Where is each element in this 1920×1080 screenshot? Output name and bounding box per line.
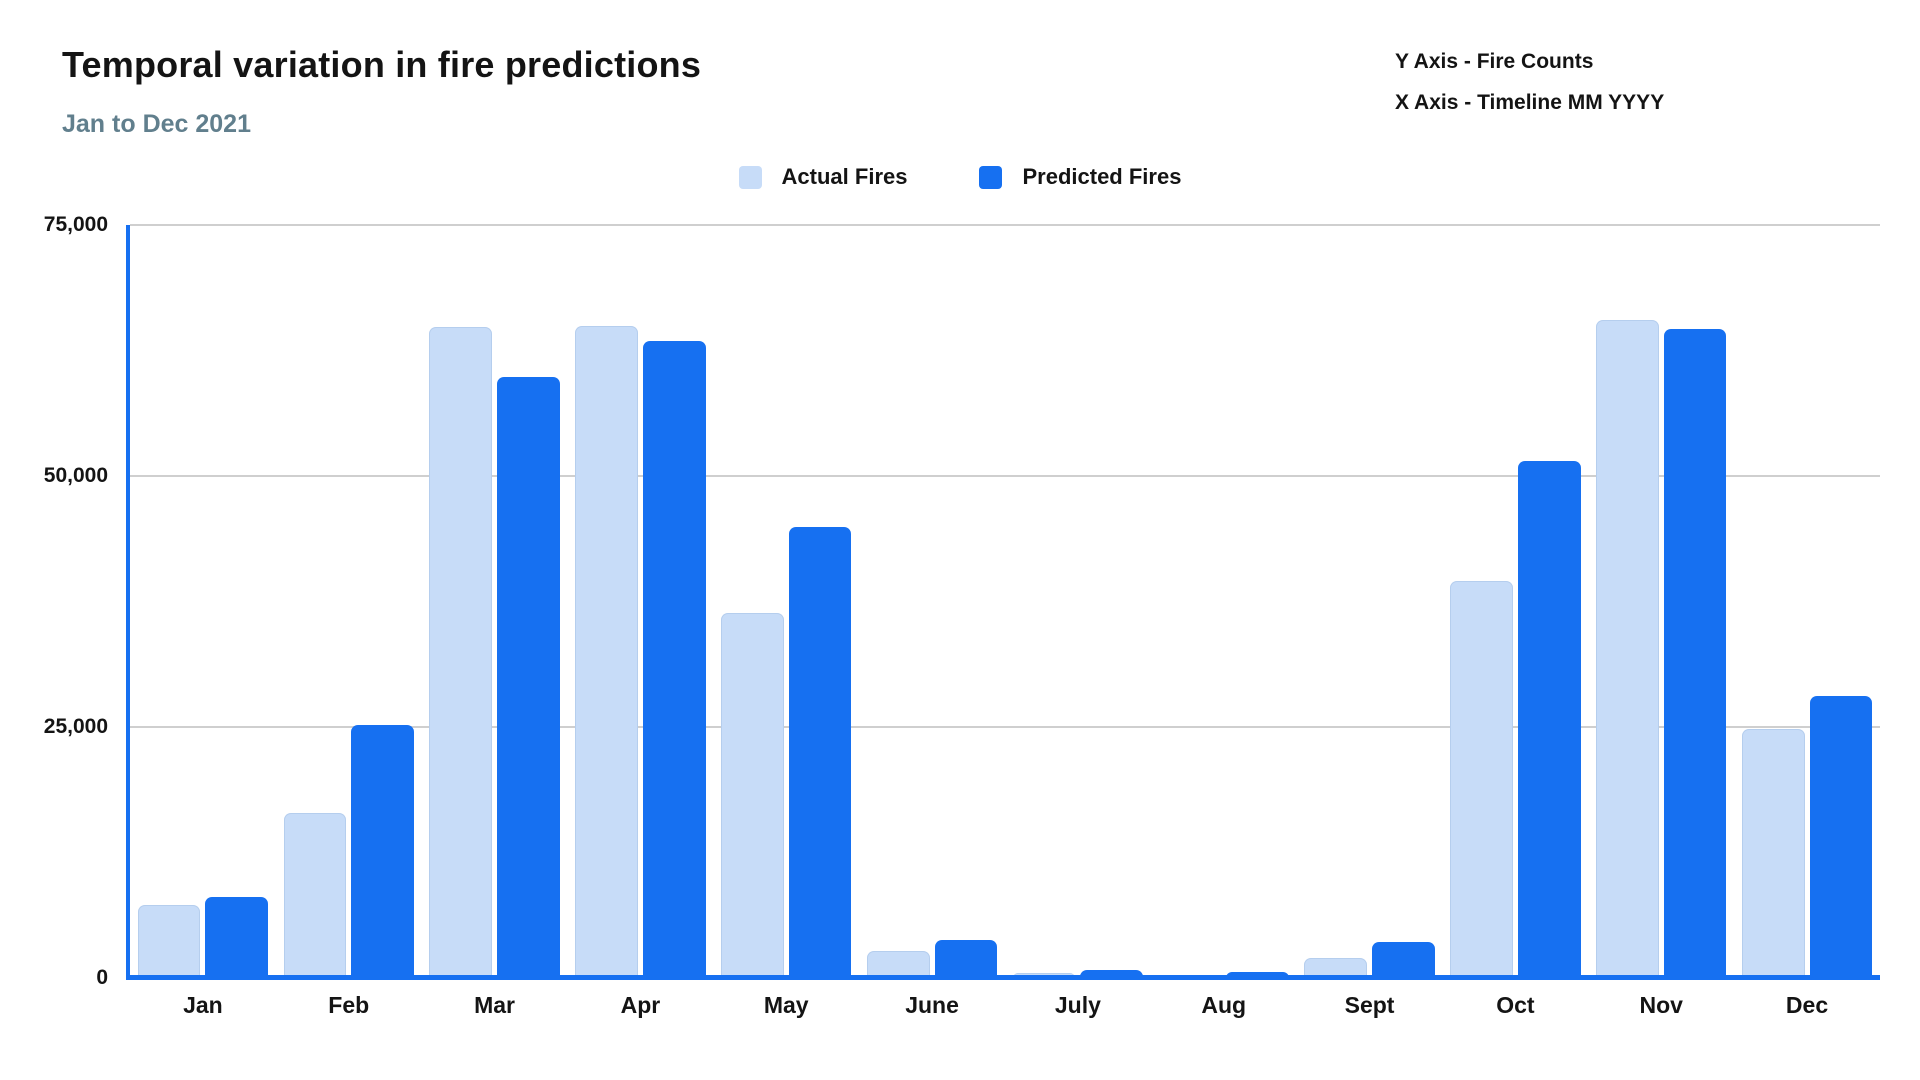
bar-predicted-feb[interactable] <box>351 725 414 978</box>
x-tick-dec: Dec <box>1785 992 1829 1018</box>
bar-group-apr <box>567 225 713 978</box>
y-axis-line <box>126 225 130 980</box>
bar-predicted-june[interactable] <box>934 939 998 978</box>
gridline-25000 <box>130 726 1880 728</box>
x-axis-labels: Jan Feb Mar Apr May June July Aug Sept Oct Nov Dec <box>130 992 1880 1019</box>
plot-area <box>126 224 1880 980</box>
y-tick-50000: 50,000 <box>43 463 108 487</box>
bar-predicted-mar[interactable] <box>497 376 560 978</box>
bar-group-aug <box>1151 225 1297 978</box>
x-tick-feb: Feb <box>328 992 370 1018</box>
legend-label-predicted-fires: Predicted Fires <box>1022 164 1182 189</box>
bar-group-july <box>1005 225 1151 978</box>
bar-actual-mar[interactable] <box>429 327 493 978</box>
x-tick-mar: Mar <box>474 992 516 1018</box>
bar-actual-oct[interactable] <box>1450 581 1513 978</box>
bar-predicted-may[interactable] <box>788 527 852 978</box>
bar-group-feb <box>276 225 422 978</box>
x-axis-line <box>126 975 1880 980</box>
bar-actual-sept[interactable] <box>1304 957 1368 978</box>
x-tick-apr: Apr <box>620 992 661 1018</box>
bar-actual-jan[interactable] <box>137 904 201 978</box>
y-tick-25000: 25,000 <box>43 715 108 738</box>
bar-predicted-sept[interactable] <box>1372 941 1435 978</box>
bar-predicted-nov[interactable] <box>1663 329 1727 978</box>
predicted-fires-swatch-icon <box>979 165 1003 189</box>
actual-fires-swatch-icon <box>738 165 762 189</box>
x-tick-oct: Oct <box>1496 992 1535 1018</box>
y-axis-labels: 75,000 50,000 25,000 0 <box>0 213 118 989</box>
legend-label-actual-fires: Actual Fires <box>781 164 908 189</box>
x-tick-aug: Aug <box>1201 992 1247 1018</box>
bar-predicted-dec[interactable] <box>1809 695 1873 978</box>
bar-actual-may[interactable] <box>721 612 784 978</box>
bar-predicted-aug[interactable] <box>1226 971 1289 978</box>
legend-item-predicted-fires[interactable]: Predicted Fires <box>979 164 1181 190</box>
bar-group-oct <box>1442 225 1588 978</box>
x-tick-nov: Nov <box>1639 992 1683 1018</box>
bar-group-nov <box>1588 225 1734 978</box>
bar-group-june <box>859 225 1005 978</box>
axis-notes: Y Axis - Fire Counts X Axis - Timeline M… <box>1395 50 1664 132</box>
bar-actual-apr[interactable] <box>575 326 638 978</box>
bar-group-jan <box>130 225 276 978</box>
x-tick-jan: Jan <box>183 992 223 1018</box>
x-tick-may: May <box>763 992 809 1018</box>
y-tick-0: 0 <box>96 966 108 989</box>
bar-group-mar <box>422 225 568 978</box>
bar-predicted-apr[interactable] <box>642 341 706 978</box>
x-tick-june: June <box>905 992 959 1018</box>
bar-predicted-july[interactable] <box>1080 969 1144 978</box>
legend-item-actual-fires[interactable]: Actual Fires <box>738 164 908 190</box>
gridline-75000 <box>130 224 1880 226</box>
gridline-50000 <box>130 474 1880 477</box>
bar-group-may <box>713 225 859 978</box>
legend: Actual Fires Predicted Fires <box>0 164 1920 190</box>
x-tick-july: July <box>1054 992 1101 1018</box>
bar-predicted-oct[interactable] <box>1517 460 1581 978</box>
x-axis-note: X Axis - Timeline MM YYYY <box>1395 91 1665 114</box>
y-tick-75000: 75,000 <box>43 213 108 236</box>
bar-group-sept <box>1297 225 1443 978</box>
bar-actual-feb[interactable] <box>283 813 347 978</box>
chart-subtitle: Jan to Dec 2021 <box>62 110 251 138</box>
bar-actual-dec[interactable] <box>1741 729 1805 978</box>
bars-container <box>130 225 1880 978</box>
bar-actual-june[interactable] <box>866 950 930 978</box>
x-tick-sept: Sept <box>1344 992 1395 1018</box>
bar-actual-nov[interactable] <box>1595 320 1659 978</box>
chart-title: Temporal variation in fire predictions <box>62 44 702 85</box>
y-axis-note: Y Axis - Fire Counts <box>1395 50 1594 73</box>
bar-group-dec <box>1734 225 1880 978</box>
bar-predicted-jan[interactable] <box>205 896 269 978</box>
